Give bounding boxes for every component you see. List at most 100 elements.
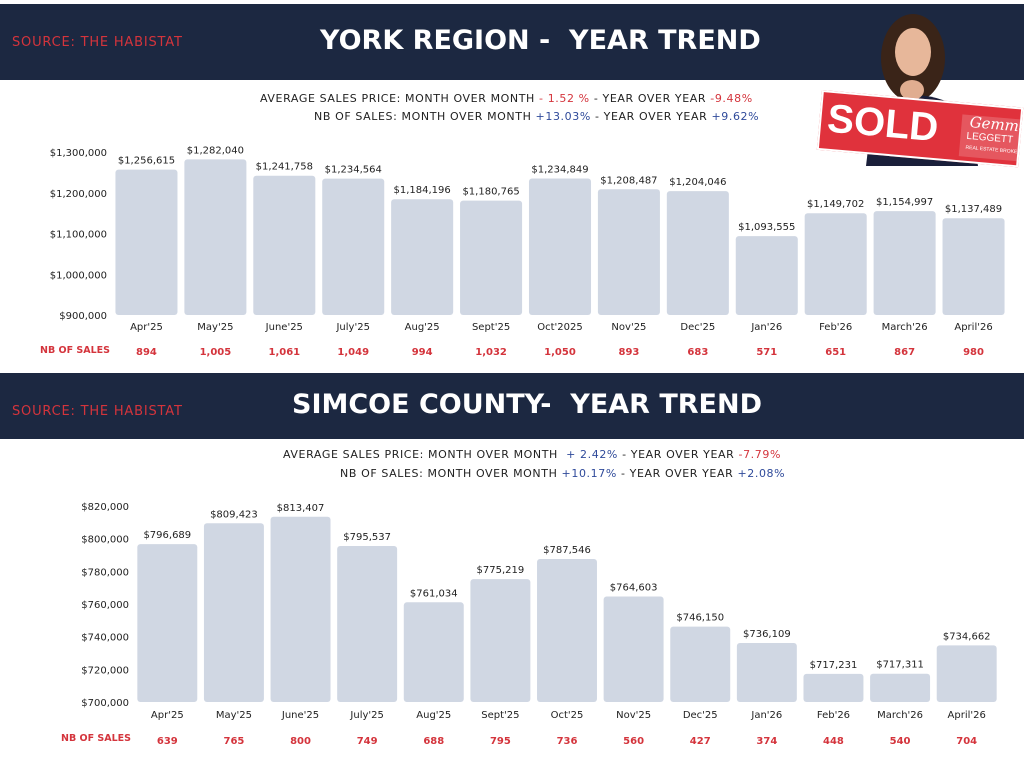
agent-photo-badge: SOLD Gemma LEGGETT REAL ESTATE BROKER (816, 6, 1024, 168)
x-tick-label: May'25 (216, 710, 252, 721)
sales-count-label: 688 (423, 736, 444, 747)
bar (942, 218, 1005, 315)
bar (391, 199, 454, 315)
bar-value-label: $1,234,849 (531, 165, 588, 176)
y-tick-label: $900,000 (59, 311, 107, 322)
x-tick-label: March'26 (882, 322, 928, 333)
sales-count-label: 893 (618, 347, 639, 358)
x-tick-label: Sept'25 (481, 710, 519, 721)
sales-count-label: 1,049 (337, 347, 369, 358)
simcoe-sales-mom: +10.17% (561, 467, 617, 480)
bar (735, 236, 798, 315)
york-price-change-line: AVERAGE SALES PRICE: MONTH OVER MONTH - … (260, 92, 753, 105)
y-tick-label: $720,000 (81, 665, 129, 676)
simcoe-sales-change-line: NB OF SALES: MONTH OVER MONTH +10.17% - … (340, 467, 785, 480)
sales-count-label: 560 (623, 736, 644, 747)
sales-count-label: 765 (223, 736, 244, 747)
bar (666, 191, 729, 315)
x-tick-label: Jan'26 (750, 710, 782, 721)
nb-of-sales-label: NB OF SALES (40, 345, 110, 356)
bar (870, 673, 931, 702)
sales-count-label: 639 (157, 736, 178, 747)
simcoe-sales-mid: - YEAR OVER YEAR (616, 467, 738, 480)
bar (873, 211, 936, 315)
york-price-yoy: -9.48% (710, 92, 753, 105)
bar-value-label: $761,034 (410, 588, 458, 599)
sales-count-label: 894 (136, 347, 157, 358)
simcoe-sales-label: NB OF SALES: MONTH OVER MONTH (340, 467, 562, 480)
sales-count-label: 651 (825, 347, 846, 358)
simcoe-chart-title: SIMCOE COUNTY- YEAR TREND (292, 389, 763, 420)
x-tick-label: Apr'25 (130, 322, 163, 333)
york-source-label: SOURCE: THE HABISTAT (12, 35, 183, 50)
bar-value-label: $734,662 (943, 631, 991, 642)
bar (253, 175, 316, 315)
bar-value-label: $775,219 (477, 565, 525, 576)
y-tick-label: $800,000 (81, 535, 129, 546)
x-tick-label: April'26 (954, 322, 992, 333)
x-tick-label: Feb'26 (817, 710, 850, 721)
x-tick-label: Nov'25 (616, 710, 651, 721)
x-tick-label: July'25 (349, 710, 383, 721)
y-tick-label: $780,000 (81, 567, 129, 578)
bar-value-label: $717,311 (876, 660, 924, 671)
york-chart-title: YORK REGION - YEAR TREND (320, 25, 761, 56)
bar-value-label: $1,256,615 (118, 156, 175, 167)
sales-count-label: 704 (956, 736, 977, 747)
bar-value-label: $717,231 (810, 660, 858, 671)
x-tick-label: Aug'25 (405, 322, 440, 333)
bar (804, 213, 867, 315)
sales-count-label: 800 (290, 736, 311, 747)
x-tick-label: July'25 (335, 322, 369, 333)
x-tick-label: Nov'25 (611, 322, 646, 333)
bar-value-label: $1,154,997 (876, 197, 933, 208)
york-price-mom: - 1.52 % (539, 92, 590, 105)
x-tick-label: Aug'25 (416, 710, 451, 721)
x-tick-label: Jan'26 (750, 322, 782, 333)
x-tick-label: Dec'25 (683, 710, 718, 721)
y-tick-label: $760,000 (81, 600, 129, 611)
sales-count-label: 795 (490, 736, 511, 747)
bar-value-label: $1,184,196 (394, 185, 451, 196)
bar-value-label: $1,093,555 (738, 222, 795, 233)
x-tick-label: Oct'2025 (537, 322, 583, 333)
x-tick-label: March'26 (877, 710, 923, 721)
bar (337, 545, 398, 702)
bar (936, 645, 997, 702)
bar (137, 544, 198, 702)
york-header-banner: SOURCE: THE HABISTAT YORK REGION - YEAR … (0, 4, 1024, 80)
x-tick-label: Feb'26 (819, 322, 852, 333)
sales-count-label: 1,005 (200, 347, 232, 358)
y-tick-label: $820,000 (81, 502, 129, 513)
bar-value-label: $809,423 (210, 509, 258, 520)
bar (803, 673, 864, 702)
sales-count-label: 540 (890, 736, 911, 747)
bar (597, 189, 660, 315)
bar (322, 178, 385, 315)
bar (270, 516, 331, 702)
sold-text: SOLD (825, 96, 941, 151)
simcoe-source-label: SOURCE: THE HABISTAT (12, 404, 183, 419)
x-tick-label: Sept'25 (472, 322, 510, 333)
sales-count-label: 374 (756, 736, 777, 747)
sales-count-label: 448 (823, 736, 844, 747)
bar-value-label: $787,546 (543, 545, 591, 556)
x-tick-label: June'25 (281, 710, 319, 721)
sales-count-label: 980 (963, 347, 984, 358)
bar (203, 523, 264, 702)
simcoe-bar-chart: $700,000 $720,000 $740,000 $760,000 $780,000… (61, 502, 997, 747)
bar-value-label: $1,149,702 (807, 199, 864, 210)
y-tick-label: $1,100,000 (50, 230, 107, 241)
x-tick-label: Apr'25 (151, 710, 184, 721)
x-tick-label: June'25 (265, 322, 303, 333)
bar (603, 596, 664, 702)
simcoe-price-mom: + 2.42% (566, 448, 618, 461)
y-tick-label: $740,000 (81, 633, 129, 644)
bar (460, 200, 523, 315)
york-sales-yoy: +9.62% (711, 110, 760, 123)
bar (184, 159, 247, 315)
x-tick-label: Oct'25 (551, 710, 584, 721)
y-tick-label: $1,000,000 (50, 270, 107, 281)
sales-count-label: 683 (687, 347, 708, 358)
sales-count-label: 571 (756, 347, 777, 358)
